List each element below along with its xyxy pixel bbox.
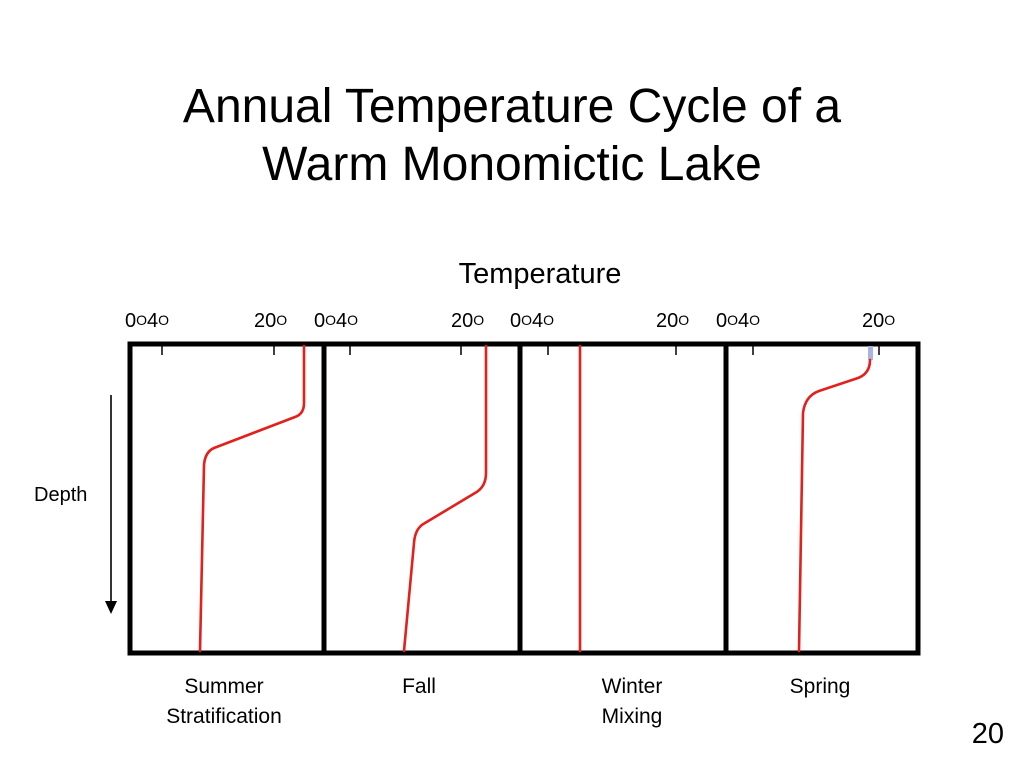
season-label-summer: Summer Stratification — [134, 672, 314, 732]
depth-label: Depth — [34, 484, 88, 506]
tick-label-20-panel-2: 20O — [451, 310, 485, 332]
tick-label-0-panel-1: 0O4O — [125, 310, 170, 332]
season-label-winter-line-2: Mixing — [601, 705, 663, 728]
temperature-axis-title: Temperature — [458, 258, 622, 290]
season-label-spring-line-1: Spring — [789, 675, 851, 698]
spring-surface-mark — [868, 346, 873, 360]
season-label-winter-line-1: Winter — [601, 675, 663, 698]
tick-label-0-panel-3: 0O4O — [510, 310, 555, 332]
slide-title-line-1: Annual Temperature Cycle of a — [182, 80, 842, 133]
season-label-spring: Spring — [730, 672, 910, 702]
tick-label-0-panel-2: 0O4O — [314, 310, 359, 332]
slide-title-line-2: Warm Monomictic Lake — [262, 138, 762, 191]
tick-label-20-panel-4: 20O — [862, 310, 896, 332]
tick-label-20-panel-1: 20O — [254, 310, 288, 332]
season-label-summer-line-2: Stratification — [166, 705, 282, 728]
spring-temperature-profile — [797, 358, 872, 653]
season-label-winter: Winter Mixing — [542, 672, 722, 732]
tick-label-20-panel-3: 20O — [656, 310, 690, 332]
season-label-summer-line-1: Summer — [184, 675, 264, 698]
depth-arrow-head — [105, 601, 117, 614]
summer-temperature-profile — [198, 344, 306, 653]
page-number: 20 — [971, 718, 1004, 750]
slide-title: Annual Temperature Cycle of a Warm Monom… — [0, 78, 1024, 194]
tick-label-0-panel-4: 0O4O — [716, 310, 761, 332]
panel-frame — [127, 341, 921, 656]
season-label-fall-line-1: Fall — [402, 675, 436, 698]
fall-temperature-profile — [402, 344, 488, 653]
season-label-fall: Fall — [329, 672, 509, 702]
